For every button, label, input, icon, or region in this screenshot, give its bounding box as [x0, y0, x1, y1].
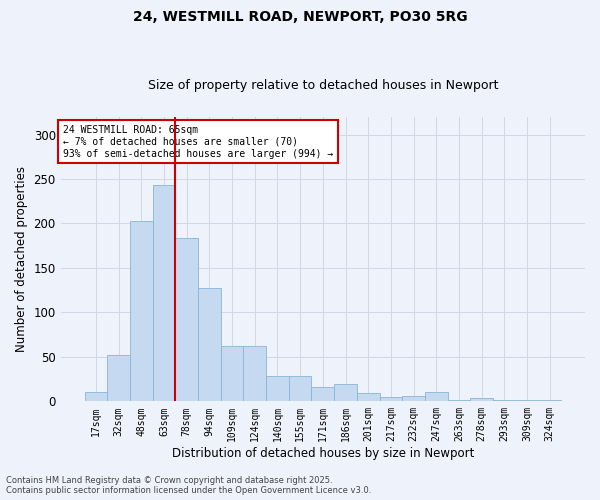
Bar [425, 392, 448, 402]
Bar [244, 346, 266, 402]
X-axis label: Distribution of detached houses by size in Newport: Distribution of detached houses by size … [172, 447, 474, 460]
Bar [266, 376, 289, 402]
Bar [402, 396, 425, 402]
Bar [334, 384, 357, 402]
Bar [152, 185, 175, 402]
Bar [85, 392, 107, 402]
Bar [493, 400, 516, 402]
Bar [107, 355, 130, 402]
Bar [289, 376, 311, 402]
Text: 24 WESTMILL ROAD: 65sqm
← 7% of detached houses are smaller (70)
93% of semi-det: 24 WESTMILL ROAD: 65sqm ← 7% of detached… [63, 126, 334, 158]
Bar [516, 400, 538, 402]
Bar [538, 400, 561, 402]
Y-axis label: Number of detached properties: Number of detached properties [15, 166, 28, 352]
Bar [130, 221, 152, 402]
Text: 24, WESTMILL ROAD, NEWPORT, PO30 5RG: 24, WESTMILL ROAD, NEWPORT, PO30 5RG [133, 10, 467, 24]
Bar [470, 398, 493, 402]
Bar [357, 394, 380, 402]
Bar [311, 387, 334, 402]
Bar [175, 238, 198, 402]
Text: Contains HM Land Registry data © Crown copyright and database right 2025.
Contai: Contains HM Land Registry data © Crown c… [6, 476, 371, 495]
Bar [221, 346, 244, 402]
Bar [380, 397, 402, 402]
Bar [448, 400, 470, 402]
Title: Size of property relative to detached houses in Newport: Size of property relative to detached ho… [148, 79, 498, 92]
Bar [198, 288, 221, 402]
